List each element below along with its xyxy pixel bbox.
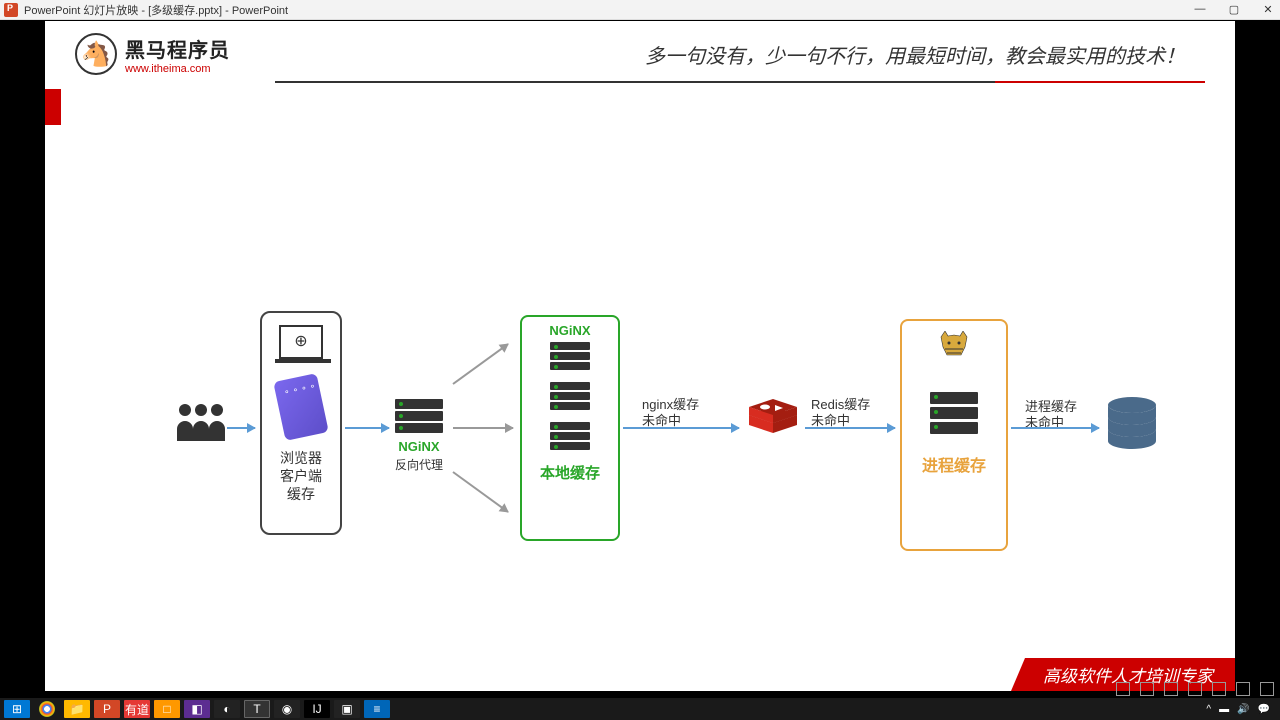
menu-icon[interactable] [1260,682,1274,696]
tray-notification-icon[interactable]: 💬 [1258,704,1270,715]
logo-url: www.itheima.com [125,63,230,75]
powerpoint-icon [4,3,18,17]
logo-text-cn: 黑马程序员 [125,34,230,63]
next-icon[interactable] [1164,682,1178,696]
architecture-diagram: 浏览器 客户端 缓存 NGiNX 反向代理 NGiNX 本地缓存 [175,311,1185,561]
window-title: PowerPoint 幻灯片放映 - [多级缓存.pptx] - PowerPo… [24,2,1192,18]
arrow [452,343,508,385]
zoom-icon[interactable] [1236,682,1250,696]
taskbar-app[interactable]: 有道 [124,700,150,718]
taskbar-powerpoint[interactable]: P [94,700,120,718]
taskbar-terminal[interactable]: ▣ [334,700,360,718]
database-icon [1105,397,1159,453]
server-icon [550,342,590,372]
nginx-brand: NGiNX [528,323,612,338]
tomcat-icon [935,331,973,371]
box3-label: 进程缓存 [908,452,1000,476]
taskbar-vscode[interactable]: ≡ [364,700,390,718]
server-icon [550,382,590,412]
nginx-proxy: NGiNX 反向代理 [395,399,443,473]
slide-area: 🐴 黑马程序员 www.itheima.com 多一句没有，少一句不行，用最短时… [0,20,1280,698]
taskbar-app[interactable]: ◐ [214,700,240,718]
red-side-tab [45,89,61,125]
tray-chevron-icon[interactable]: ^ [1206,704,1211,715]
taskbar: ⊞ 📁 P 有道 □ ◧ ◐ T ◉ IJ ▣ ≡ ^ ▬ 🔊 💬 [0,698,1280,720]
taskbar-explorer[interactable]: 📁 [64,700,90,718]
nginx-brand: NGiNX [395,439,443,454]
server-icon [550,422,590,452]
tray-battery-icon[interactable]: ▬ [1219,704,1229,715]
database-node [1105,397,1159,458]
taskbar-app[interactable]: □ [154,700,180,718]
header-underline [275,81,1205,83]
grid-icon[interactable] [1212,682,1226,696]
arrow [345,427,389,429]
arrow [453,427,513,429]
arrow [805,427,895,429]
start-button[interactable]: ⊞ [4,700,30,718]
nginx-cache-miss-label: nginx缓存未命中 [642,397,699,429]
redis-cache-miss-label: Redis缓存未命中 [811,397,870,429]
close-button[interactable]: ✕ [1260,3,1276,16]
arrow [623,427,739,429]
tray-volume-icon[interactable]: 🔊 [1237,704,1249,715]
laptop-icon [279,325,323,359]
users-icon [175,401,227,446]
presenter-controls [1116,682,1274,696]
taskbar-app[interactable]: ◧ [184,700,210,718]
arrow [452,471,508,513]
arrow [1011,427,1099,429]
redis-icon [745,399,801,445]
slogan: 多一句没有，少一句不行，用最短时间，教会最实用的技术！ [230,40,1205,69]
system-tray[interactable]: ^ ▬ 🔊 💬 [1206,704,1276,715]
taskbar-chrome[interactable] [34,700,60,718]
proxy-label: 反向代理 [395,456,443,473]
view-icon[interactable] [1188,682,1202,696]
box1-label: 浏览器 客户端 缓存 [268,449,334,503]
taskbar-app[interactable]: T [244,700,270,718]
server-icon [930,392,978,436]
slide-header: 🐴 黑马程序员 www.itheima.com 多一句没有，少一句不行，用最短时… [45,21,1235,81]
taskbar-intellij[interactable]: IJ [304,700,330,718]
minimize-button[interactable]: — [1192,3,1208,16]
logo-horse-icon: 🐴 [75,33,117,75]
nginx-local-cache-box: NGiNX 本地缓存 [520,315,620,541]
server-icon [395,399,443,435]
window-controls: — ▢ ✕ [1192,3,1276,16]
browser-client-cache-box: 浏览器 客户端 缓存 [260,311,342,535]
process-cache-box: 进程缓存 [900,319,1008,551]
logo: 🐴 黑马程序员 www.itheima.com [75,33,230,75]
arrow [227,427,255,429]
prev-icon[interactable] [1116,682,1130,696]
redis-node [745,399,801,450]
taskbar-app[interactable]: ◉ [274,700,300,718]
title-bar: PowerPoint 幻灯片放映 - [多级缓存.pptx] - PowerPo… [0,0,1280,20]
slide: 🐴 黑马程序员 www.itheima.com 多一句没有，少一句不行，用最短时… [45,21,1235,691]
maximize-button[interactable]: ▢ [1226,3,1242,16]
pen-icon[interactable] [1140,682,1154,696]
phone-icon [273,373,329,441]
box2-label: 本地缓存 [528,462,612,483]
